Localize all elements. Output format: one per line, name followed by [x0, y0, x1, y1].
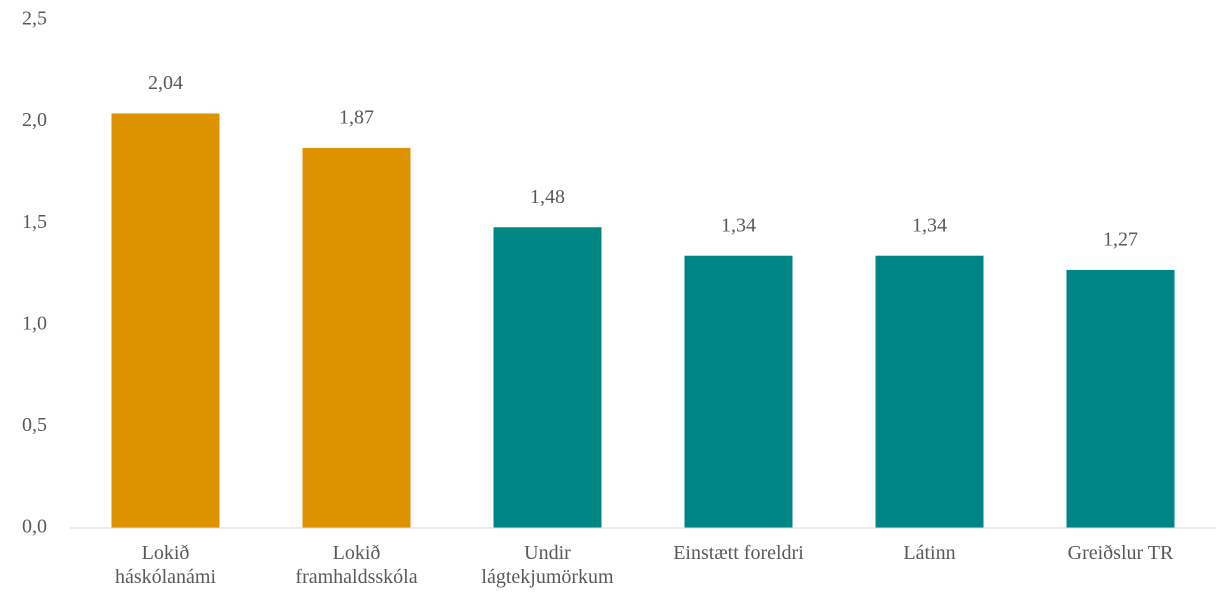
y-tick-label: 2,5 — [22, 8, 47, 30]
data-label: 1,87 — [339, 107, 374, 129]
y-tick-label: 1,5 — [22, 211, 47, 233]
bar — [1066, 269, 1175, 528]
bar — [684, 255, 793, 528]
bar — [302, 148, 411, 529]
data-label: 1,48 — [530, 186, 565, 208]
bar — [493, 227, 602, 528]
bar — [111, 113, 220, 529]
data-label: 2,04 — [148, 72, 183, 94]
data-label: 1,34 — [721, 214, 756, 236]
x-tick-label: Látinn — [903, 542, 956, 564]
bar — [875, 255, 984, 528]
y-tick-label: 0,0 — [22, 516, 47, 538]
x-tick-label: Greiðslur TR — [1067, 542, 1174, 564]
y-tick-label: 0,5 — [22, 414, 47, 436]
x-tick-label: Lokið framhaldsskóla — [295, 542, 418, 588]
x-tick-label: Einstætt foreldri — [673, 542, 804, 564]
x-tick-label: Lokið háskólanámi — [114, 542, 217, 588]
data-label: 1,27 — [1103, 229, 1138, 251]
data-label: 1,34 — [912, 214, 947, 236]
y-tick-label: 2,0 — [22, 109, 47, 131]
x-tick-label: Undir lágtekjumörkum — [481, 542, 614, 588]
y-tick-label: 1,0 — [22, 312, 47, 334]
